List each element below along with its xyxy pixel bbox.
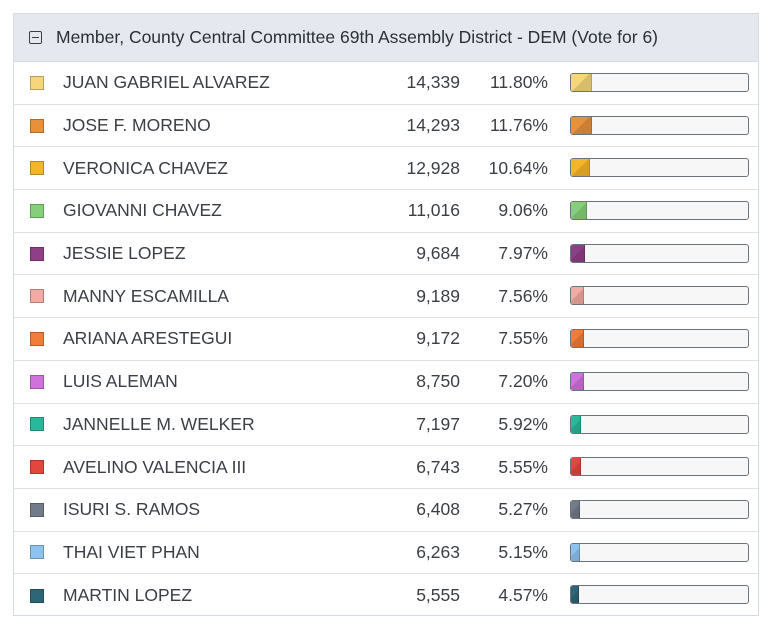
vote-share-bar-fill	[571, 202, 588, 220]
color-swatch	[30, 588, 44, 603]
vote-share-bar	[570, 329, 749, 349]
candidate-votes: 12,928	[406, 157, 460, 178]
candidate-name: ARIANA ARESTEGUI	[63, 328, 233, 349]
vote-share-bar-fill	[571, 500, 581, 518]
color-swatch	[30, 545, 44, 560]
candidate-percent: 7.20%	[498, 371, 548, 392]
candidate-percent: 7.55%	[498, 328, 548, 349]
contest-title: Member, County Central Committee 69th As…	[56, 27, 658, 47]
candidate-row: THAI VIET PHAN 6,263 5.15%	[14, 532, 758, 575]
candidate-percent: 7.56%	[498, 285, 548, 306]
vote-share-bar-fill	[571, 330, 585, 348]
vote-share-bar	[570, 286, 749, 306]
candidate-percent: 5.92%	[498, 413, 548, 434]
color-swatch	[30, 118, 44, 133]
vote-share-bar	[570, 457, 749, 477]
candidate-percent: 11.76%	[489, 115, 548, 136]
vote-share-bar-fill	[571, 543, 581, 561]
vote-share-bar	[570, 371, 749, 391]
candidate-row: JUAN GABRIEL ALVAREZ 14,339 11.80%	[14, 62, 758, 105]
candidate-votes: 6,743	[416, 456, 460, 477]
candidate-name: MANNY ESCAMILLA	[63, 285, 229, 306]
color-swatch	[30, 289, 44, 304]
vote-share-bar-fill	[571, 159, 590, 177]
candidate-votes: 6,263	[416, 541, 460, 562]
candidate-votes: 11,016	[407, 200, 460, 221]
candidate-row: GIOVANNI CHAVEZ 11,016 9.06%	[14, 190, 758, 233]
vote-share-bar	[570, 243, 749, 263]
candidate-row: AVELINO VALENCIA III 6,743 5.55%	[14, 446, 758, 489]
color-swatch	[30, 203, 44, 218]
candidate-percent: 5.27%	[498, 499, 548, 520]
vote-share-bar	[570, 73, 749, 92]
vote-share-bar	[570, 542, 749, 562]
vote-share-bar-fill	[571, 287, 585, 305]
candidate-votes: 5,555	[416, 585, 460, 606]
color-swatch	[30, 502, 44, 517]
candidate-name: MARTIN LOPEZ	[63, 585, 193, 606]
candidate-row: MANNY ESCAMILLA 9,189 7.56%	[14, 275, 758, 319]
vote-share-bar	[570, 414, 749, 434]
vote-share-bar-fill	[571, 586, 580, 604]
color-swatch	[30, 331, 44, 346]
candidate-name: LUIS ALEMAN	[63, 371, 178, 392]
vote-share-bar-fill	[571, 458, 581, 476]
candidate-percent: 11.80%	[489, 72, 548, 93]
candidate-votes: 9,684	[416, 243, 460, 264]
color-swatch	[30, 374, 44, 389]
candidate-row: ISURI S. RAMOS 6,408 5.27%	[14, 489, 758, 532]
vote-share-bar-fill	[571, 116, 592, 134]
candidate-name: JUAN GABRIEL ALVAREZ	[63, 72, 270, 93]
vote-share-bar	[570, 201, 749, 221]
vote-share-bar	[570, 115, 749, 135]
vote-share-bar-fill	[571, 415, 582, 433]
vote-share-bar	[570, 585, 749, 605]
candidate-row: JOSE F. MORENO 14,293 11.76%	[14, 105, 758, 148]
candidate-percent: 5.55%	[498, 456, 548, 477]
candidate-name: VERONICA CHAVEZ	[63, 157, 228, 178]
candidate-row: JANNELLE M. WELKER 7,197 5.92%	[14, 404, 758, 447]
vote-share-bar-fill	[571, 74, 592, 91]
candidate-name: JOSE F. MORENO	[63, 115, 211, 136]
vote-share-bar-fill	[571, 372, 584, 390]
color-swatch	[30, 161, 44, 176]
contest-panel: Member, County Central Committee 69th As…	[13, 13, 759, 616]
candidate-percent: 5.15%	[498, 541, 548, 562]
candidate-votes: 14,293	[406, 115, 460, 136]
vote-share-bar	[570, 158, 749, 178]
candidate-percent: 4.57%	[498, 585, 548, 606]
color-swatch	[30, 246, 44, 261]
candidate-row: LUIS ALEMAN 8,750 7.20%	[14, 361, 758, 404]
candidate-percent: 7.97%	[498, 243, 548, 264]
candidate-percent: 10.64%	[488, 157, 548, 178]
candidate-name: JESSIE LOPEZ	[63, 243, 186, 264]
minus-square-icon[interactable]	[29, 31, 42, 44]
candidate-name: AVELINO VALENCIA III	[63, 456, 247, 477]
candidate-row: ARIANA ARESTEGUI 9,172 7.55%	[14, 318, 758, 361]
candidate-list: JUAN GABRIEL ALVAREZ 14,339 11.80% JOSE F. …	[14, 62, 758, 617]
candidate-votes: 9,172	[416, 328, 460, 349]
candidate-name: JANNELLE M. WELKER	[63, 413, 255, 434]
candidate-votes: 7,197	[416, 413, 460, 434]
color-swatch	[30, 417, 44, 432]
candidate-row: JESSIE LOPEZ 9,684 7.97%	[14, 233, 758, 276]
candidate-votes: 14,339	[406, 72, 460, 93]
candidate-votes: 8,750	[416, 371, 460, 392]
candidate-votes: 9,189	[416, 285, 460, 306]
color-swatch	[30, 460, 44, 475]
vote-share-bar	[570, 499, 749, 519]
candidate-name: GIOVANNI CHAVEZ	[63, 200, 222, 221]
candidate-name: ISURI S. RAMOS	[63, 499, 201, 520]
candidate-votes: 6,408	[416, 499, 460, 520]
candidate-row: MARTIN LOPEZ 5,555 4.57%	[14, 574, 758, 617]
candidate-percent: 9.06%	[498, 200, 548, 221]
candidate-row: VERONICA CHAVEZ 12,928 10.64%	[14, 147, 758, 191]
candidate-name: THAI VIET PHAN	[63, 541, 200, 562]
contest-header[interactable]: Member, County Central Committee 69th As…	[14, 14, 758, 62]
vote-share-bar-fill	[571, 244, 586, 262]
color-swatch	[30, 75, 44, 90]
